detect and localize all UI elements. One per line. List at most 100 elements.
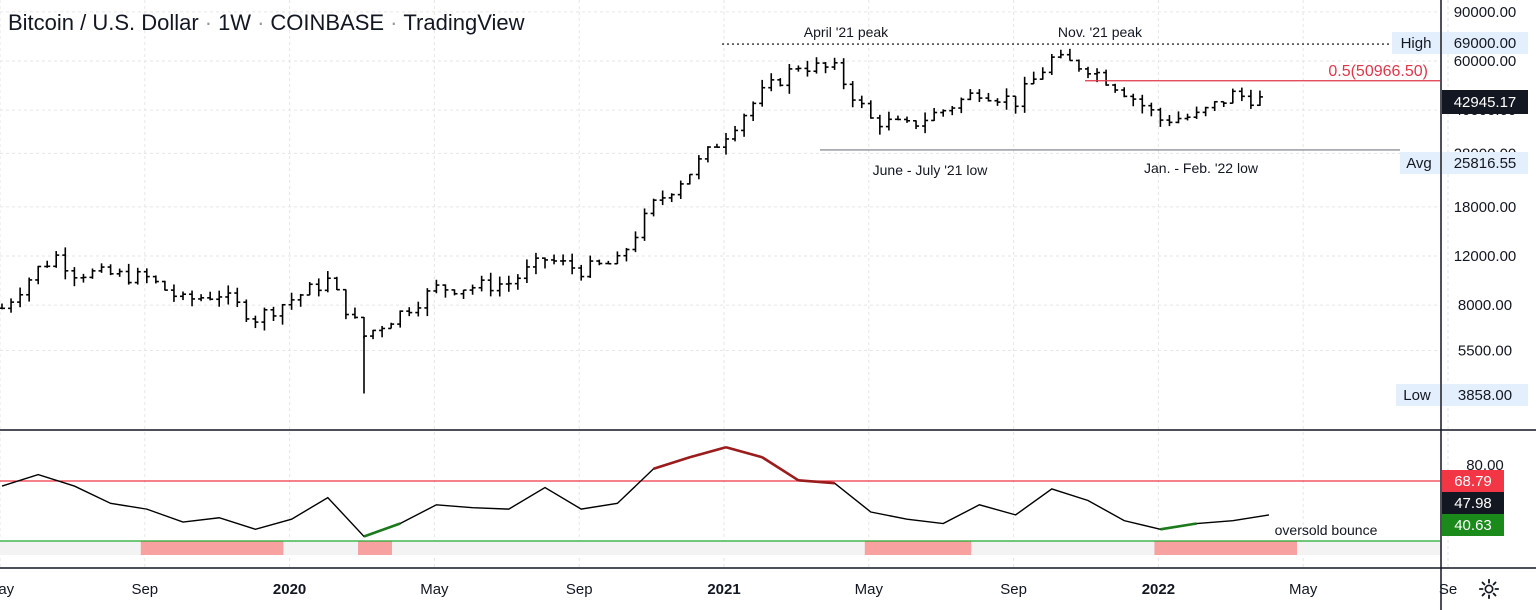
ohlc-bar (469, 284, 476, 295)
ohlc-bar (442, 284, 449, 298)
ohlc-bar (677, 180, 684, 200)
ohlc-bar (514, 274, 521, 290)
x-tick-label: May (420, 581, 449, 598)
ohlc-bar (1211, 100, 1218, 112)
ohlc-bar (406, 307, 413, 317)
ohlc-bar (913, 119, 920, 130)
ohlc-bar (1066, 48, 1073, 62)
title-separator: · (390, 10, 398, 35)
ohlc-bar (8, 298, 15, 313)
ohlc-bar (704, 146, 711, 163)
y-tick-label: 5500.00 (1458, 343, 1512, 360)
low-tag: Low (1403, 387, 1431, 404)
ohlc-bar (388, 322, 395, 330)
ohlc-bar (189, 290, 196, 307)
x-tick-label: 2022 (1142, 581, 1175, 598)
ohlc-bar (1075, 59, 1082, 72)
ohlc-bar (333, 276, 340, 291)
y-tick-label: 12000.00 (1454, 248, 1517, 265)
symbol-name: Bitcoin / U.S. Dollar (8, 10, 199, 35)
ohlc-bar (98, 263, 105, 273)
exchange: COINBASE (270, 10, 385, 35)
annotation-nov-peak: Nov. '21 peak (1058, 24, 1143, 40)
rsi-current-value: 47.98 (1454, 495, 1492, 512)
ohlc-bar (180, 291, 186, 301)
ohlc-bar (867, 100, 874, 119)
annotation-april-peak: April '21 peak (804, 24, 889, 40)
annotation-jan-feb-low: Jan. - Feb. '22 low (1144, 160, 1259, 176)
ohlc-bar (62, 247, 69, 280)
low-tag-bg (1396, 384, 1440, 406)
ohlc-bar (885, 111, 892, 131)
ohlc-bar (252, 315, 259, 329)
ohlc-bar (668, 193, 675, 203)
rsi-highlight-segment (653, 456, 691, 471)
ohlc-bar (116, 268, 123, 277)
rsi-upper-value: 68.79 (1454, 473, 1492, 490)
ohlc-bar (234, 287, 241, 307)
ohlc-bar (732, 125, 739, 142)
ohlc-bar (1157, 107, 1164, 127)
avg-value: 25816.55 (1454, 155, 1517, 172)
gear-icon[interactable] (1478, 578, 1500, 600)
ohlc-bar (695, 155, 702, 180)
x-tick-label: May (855, 581, 884, 598)
interval[interactable]: 1W (218, 10, 252, 35)
ohlc-bar (1112, 83, 1119, 93)
ohlc-bar (605, 260, 612, 265)
ohlc-bar (623, 247, 630, 262)
ohlc-bar (759, 79, 766, 107)
ohlc-bar (279, 303, 286, 325)
ohlc-bar (795, 65, 802, 72)
x-tick-label: Sep (1000, 581, 1027, 598)
low-value: 3858.00 (1458, 387, 1512, 404)
ohlc-bar (107, 264, 114, 276)
x-tick-label: May (1289, 581, 1318, 598)
x-tick-label: Se (1439, 581, 1457, 598)
ohlc-bar (424, 288, 431, 317)
ohlc-bar (17, 287, 24, 308)
ohlc-bar (587, 255, 594, 278)
ohlc-bar (949, 106, 956, 116)
last-price: 42945.17 (1454, 94, 1517, 111)
ohlc-bar (1166, 114, 1173, 127)
x-tick-label: Sep (131, 581, 158, 598)
rsi-line (1, 446, 1270, 538)
ohlc-bar (713, 143, 720, 148)
ohlc-bar (985, 92, 992, 102)
ohlc-bar (560, 254, 567, 266)
ohlc-bar (641, 208, 648, 241)
annotation-oversold-bounce: oversold bounce (1275, 522, 1378, 538)
ohlc-bar (768, 73, 775, 92)
ohlc-bar (1130, 93, 1137, 107)
avg-tag: Avg (1406, 155, 1432, 172)
ohlc-bar (80, 273, 87, 283)
annotation-june-july-low: June - July '21 low (873, 162, 989, 178)
ohlc-bar (1021, 76, 1028, 113)
ohlc-bar (523, 259, 530, 283)
ohlc-bar (931, 108, 938, 122)
title-separator: · (257, 10, 265, 35)
ohlc-bar (1094, 68, 1101, 83)
ohlc-bar (53, 251, 60, 268)
high-tag: High (1401, 35, 1432, 52)
x-tick-label: 2021 (707, 581, 740, 598)
y-tick-label: 18000.00 (1454, 199, 1517, 216)
ohlc-bar (632, 231, 639, 253)
high-value-bg (1442, 32, 1528, 54)
ohlc-bar (44, 260, 51, 268)
ohlc-bar (315, 278, 322, 297)
ohlc-bar (723, 132, 729, 155)
ohlc-bar (940, 109, 947, 117)
ohlc-bar (397, 310, 404, 328)
ohlc-bar (35, 265, 42, 285)
ohlc-bar (994, 98, 1001, 106)
ohlc-bar (1184, 113, 1191, 121)
ohlc-bar (804, 60, 811, 77)
rsi-lower-badge (1442, 514, 1504, 536)
ohlc-bar (1202, 106, 1209, 117)
ohlc-bar (306, 282, 313, 296)
rsi-lower-value: 40.63 (1454, 517, 1492, 534)
